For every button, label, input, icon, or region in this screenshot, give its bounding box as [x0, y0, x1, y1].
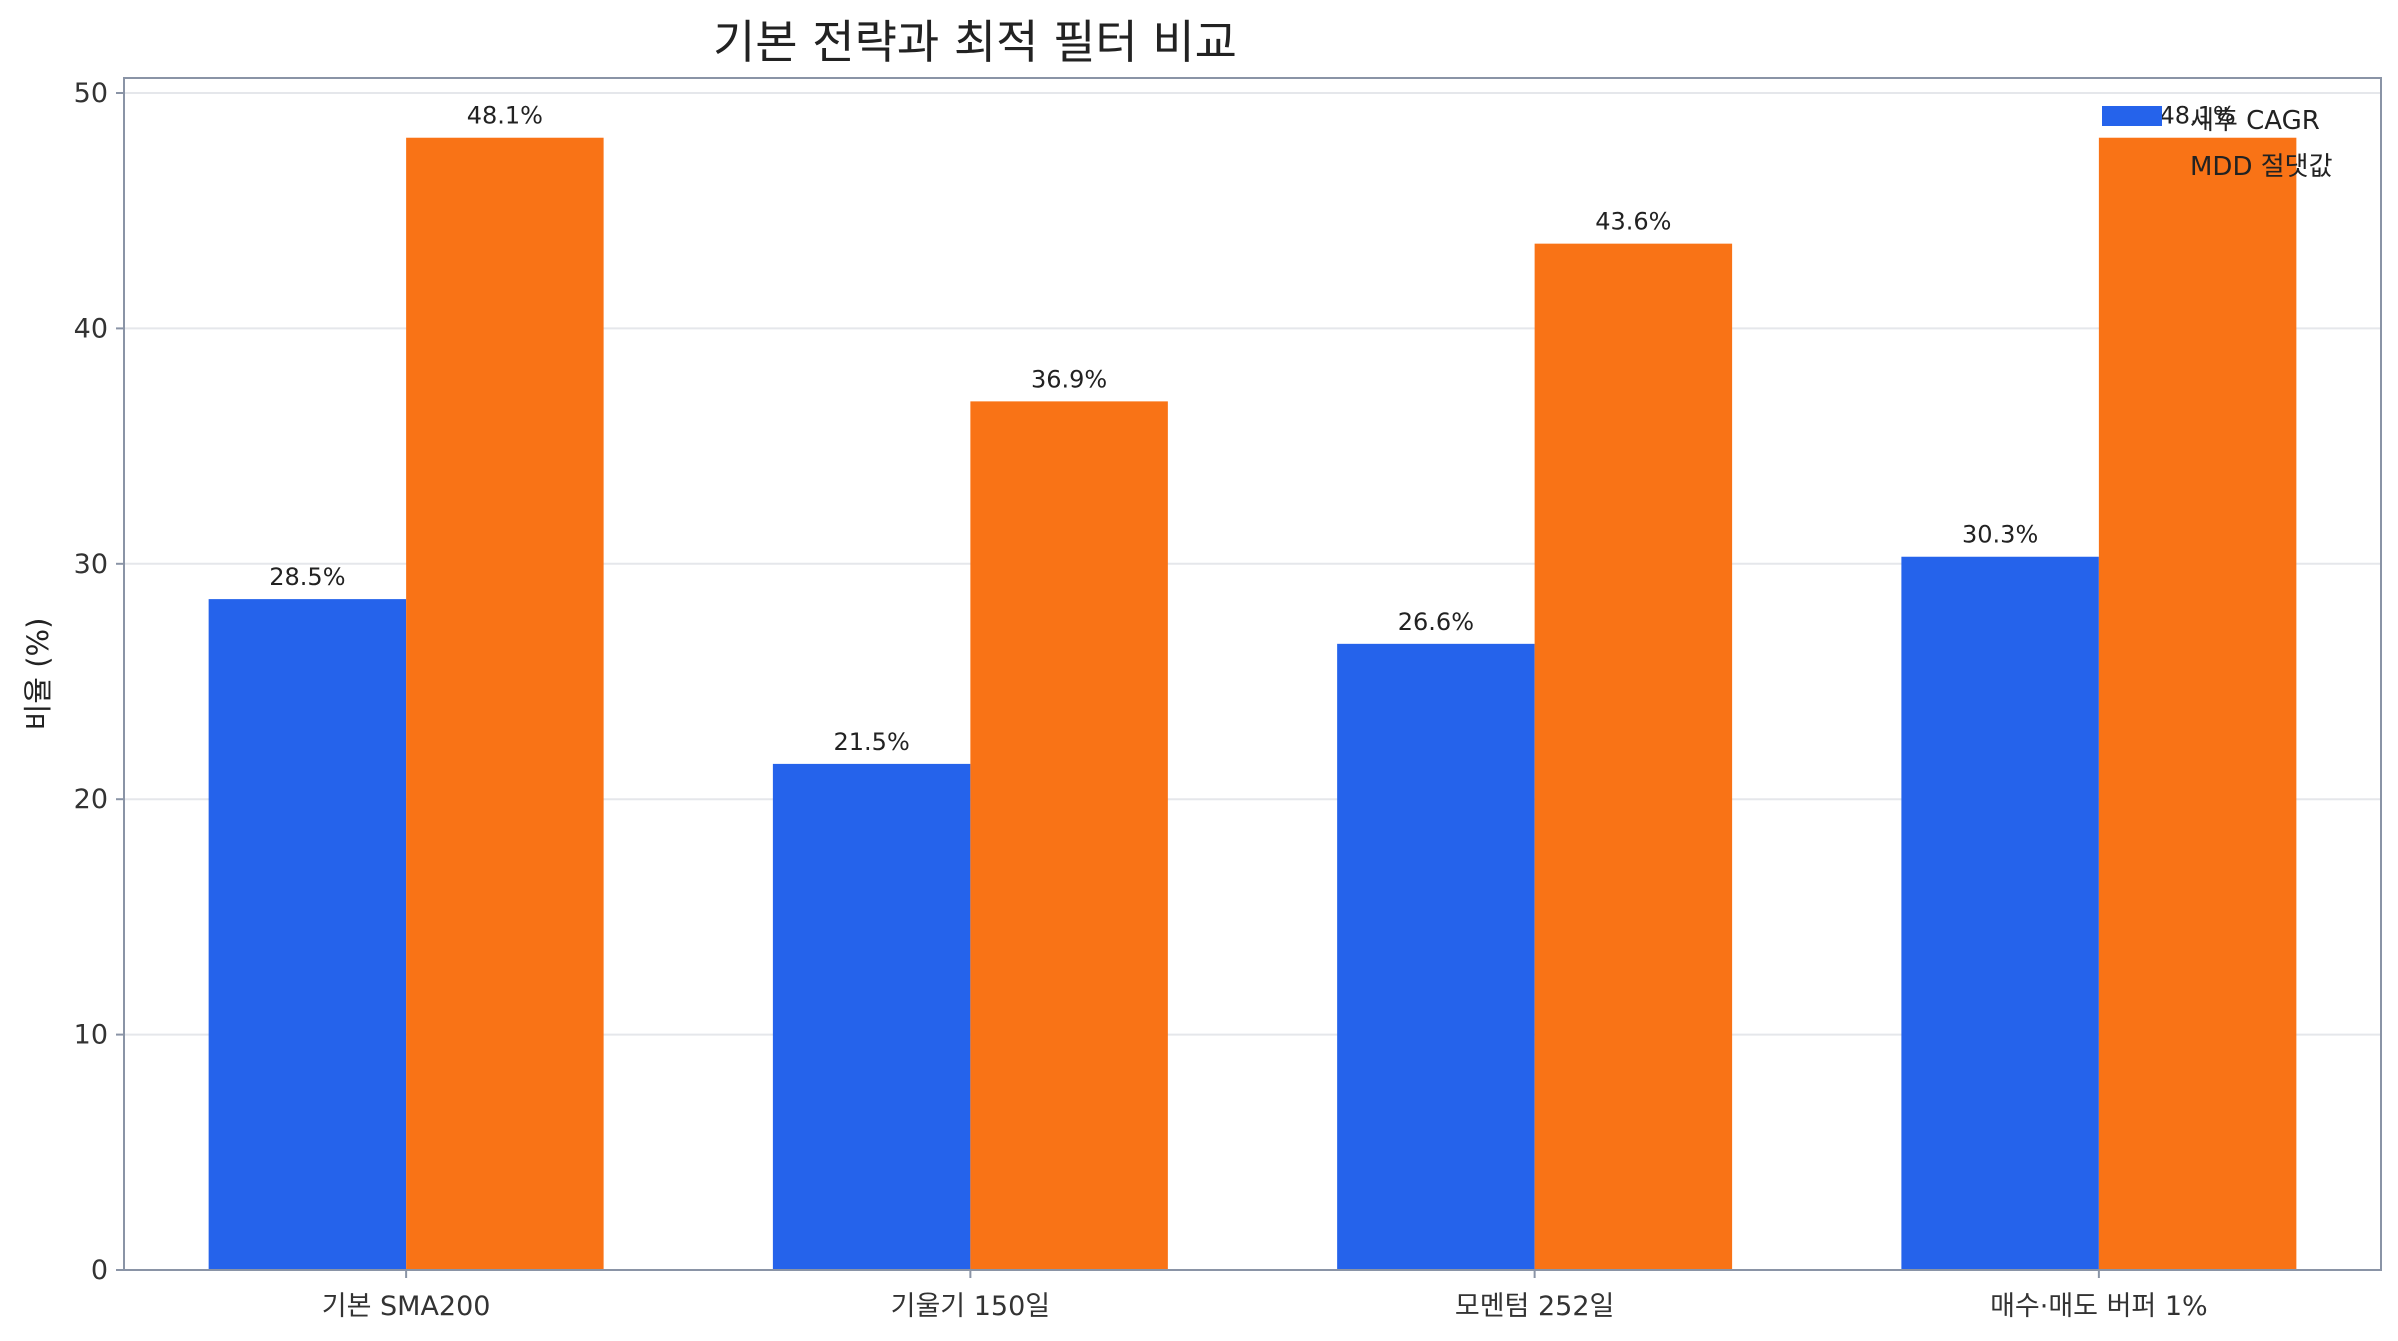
bars — [208, 137, 2297, 1271]
legend: 세후 CAGR MDD 절댓값 — [2102, 106, 2333, 182]
chart-title: 기본 전략과 최적 필터 비교 — [713, 15, 1237, 69]
bar-series-0-cat-1 — [772, 763, 971, 1270]
x-tick-label: 매수·매도 버퍼 1% — [1990, 1291, 2208, 1322]
bar-series-0-cat-2 — [1337, 643, 1535, 1270]
y-tick-label: 50 — [74, 78, 108, 109]
bar-series-1-cat-2 — [1534, 243, 1733, 1270]
y-tick-label: 10 — [74, 1020, 108, 1051]
legend-swatch — [2102, 106, 2162, 126]
legend-label: MDD 절댓값 — [2190, 152, 2333, 182]
x-tick-label: 기본 SMA200 — [322, 1291, 491, 1322]
data-label: 26.6% — [1398, 608, 1474, 636]
data-label: 30.3% — [1962, 521, 2038, 549]
data-label: 43.6% — [1595, 208, 1671, 236]
data-labels: 28.5% 48.1% 21.5% 36.9% 26.6% 43.6% 30.3% 48.1% — [269, 102, 2235, 756]
bar-series-1-cat-1 — [970, 401, 1168, 1270]
y-tick-label: 30 — [74, 549, 108, 580]
x-tick-label: 기울기 150일 — [891, 1291, 1050, 1322]
bar-series-1-cat-3 — [2098, 137, 2297, 1271]
x-axis: 기본 SMA200 기울기 150일 모멘텀 252일 매수·매도 버퍼 1% — [322, 1270, 2208, 1322]
y-axis: 0 10 20 30 40 50 — [74, 78, 124, 1286]
y-tick-label: 40 — [74, 313, 108, 344]
bar-series-0-cat-3 — [1901, 556, 2099, 1270]
y-tick-label: 0 — [91, 1255, 108, 1286]
bar-series-1-cat-0 — [406, 137, 604, 1271]
data-label: 48.1% — [2159, 102, 2235, 130]
data-label: 36.9% — [1031, 365, 1107, 393]
bar-series-0-cat-0 — [208, 599, 407, 1270]
data-label: 48.1% — [467, 102, 543, 130]
y-tick-label: 20 — [74, 784, 108, 815]
legend-label: 세후 CAGR — [2190, 106, 2320, 136]
x-tick-label: 모멘텀 252일 — [1455, 1291, 1614, 1322]
plot-frame — [123, 77, 2382, 1271]
data-label: 21.5% — [834, 728, 910, 756]
y-axis-label: 비율 (%) — [21, 618, 55, 731]
data-label: 28.5% — [269, 563, 345, 591]
